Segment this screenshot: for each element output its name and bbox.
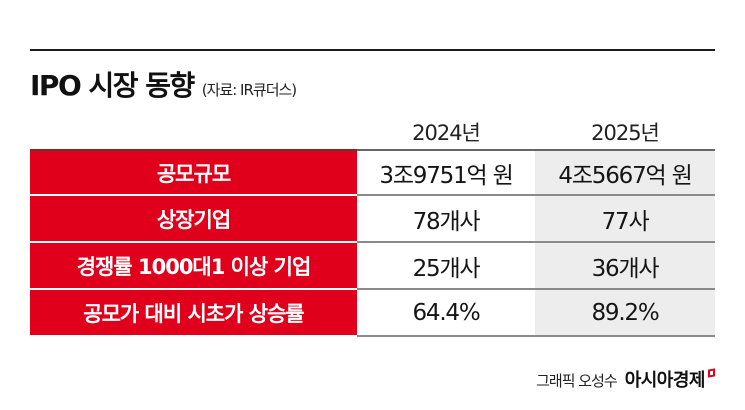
row-label: 경쟁률 1000대1 이상 기업 — [30, 243, 357, 290]
cell-2024: 25개사 — [357, 243, 535, 290]
row-label: 공모규모 — [30, 149, 357, 196]
ipo-table: 공모규모 3조9751억 원 4조5667억 원 상장기업 78개사 77사 경… — [30, 149, 715, 337]
brand-mark-icon — [708, 368, 715, 378]
cell-2024: 3조9751억 원 — [357, 149, 535, 196]
brand-logo-text: 아시아경제 — [624, 370, 706, 391]
cell-2025: 89.2% — [535, 290, 715, 337]
page-title: IPO 시장 동향 — [30, 69, 195, 102]
table-row: 공모규모 3조9751억 원 4조5667억 원 — [30, 149, 715, 196]
column-header-2025: 2025년 — [591, 121, 660, 145]
cell-2024: 78개사 — [357, 196, 535, 243]
top-rule — [30, 49, 715, 51]
cell-2024: 64.4% — [357, 290, 535, 337]
cell-2025: 77사 — [535, 196, 715, 243]
source-note: (자료: IR큐더스) — [201, 81, 297, 99]
title-block: IPO 시장 동향 (자료: IR큐더스) — [30, 64, 297, 104]
table-row: 경쟁률 1000대1 이상 기업 25개사 36개사 — [30, 243, 715, 290]
cell-2025: 4조5667억 원 — [535, 149, 715, 196]
footer: 그래픽 오성수 아시아경제 — [536, 366, 715, 392]
row-label: 상장기업 — [30, 196, 357, 243]
graphic-credit: 그래픽 오성수 — [536, 372, 618, 390]
row-label: 공모가 대비 시초가 상승률 — [30, 290, 357, 337]
table-row: 상장기업 78개사 77사 — [30, 196, 715, 243]
table-row: 공모가 대비 시초가 상승률 64.4% 89.2% — [30, 290, 715, 337]
column-header-2024: 2024년 — [412, 121, 481, 145]
cell-2025: 36개사 — [535, 243, 715, 290]
